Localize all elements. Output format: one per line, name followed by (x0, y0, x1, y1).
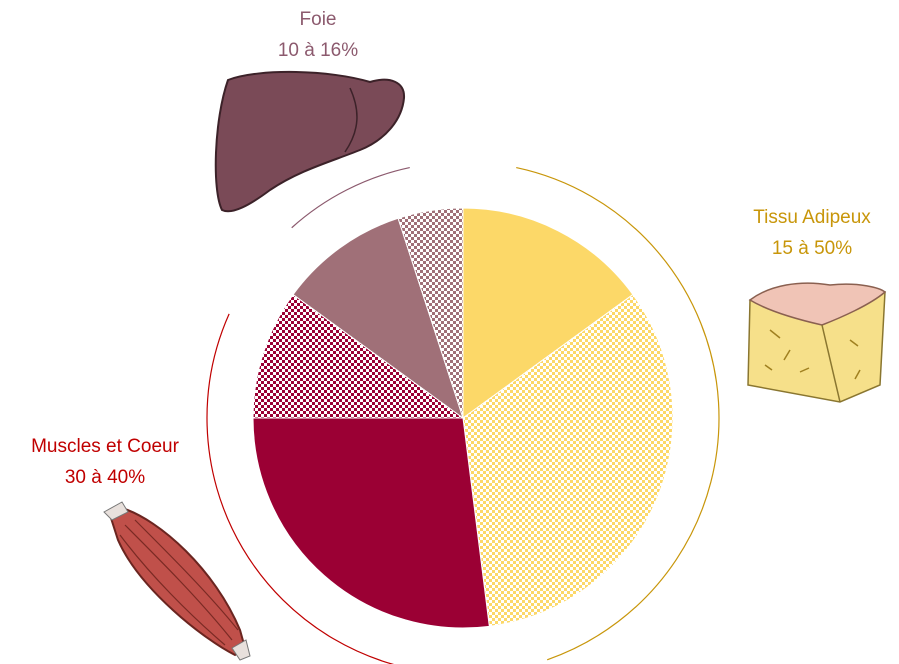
group-arc (292, 168, 410, 228)
group-name: Foie (300, 9, 337, 30)
pie-slice (253, 418, 489, 628)
chart: Tissu Adipeux 15 à 50% Muscles et Coeur 30 … (0, 0, 899, 664)
group-name: Muscles et Coeur (31, 436, 180, 457)
group-range: 15 à 50% (772, 238, 852, 259)
fat-icon (748, 283, 885, 402)
liver-icon (216, 72, 404, 211)
group-range: 10 à 16% (278, 40, 358, 61)
group-name: Tissu Adipeux (753, 207, 871, 228)
group-range: 30 à 40% (65, 467, 145, 488)
muscle-icon (104, 502, 250, 660)
